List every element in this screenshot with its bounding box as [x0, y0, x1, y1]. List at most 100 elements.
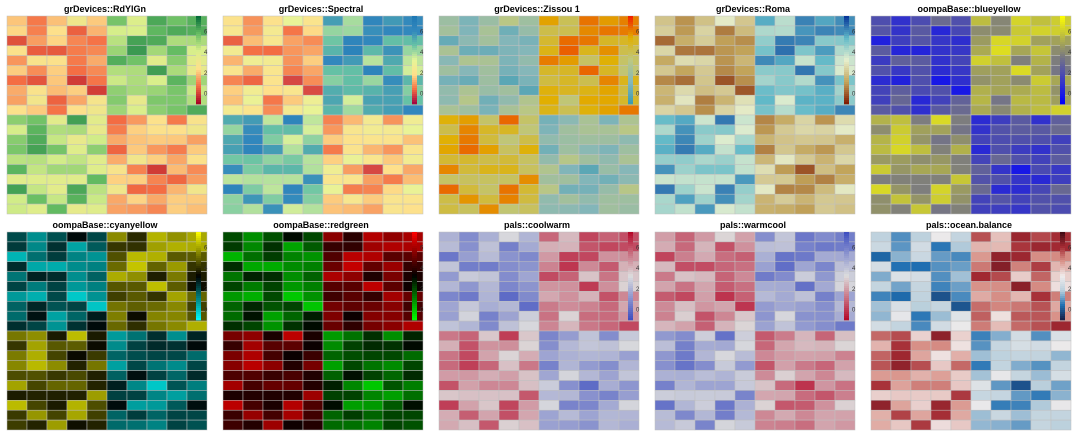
heatmap-cell [538, 320, 560, 332]
heatmap-cell [754, 231, 776, 243]
heatmap-cell [870, 400, 892, 411]
heatmap-cell [86, 360, 108, 371]
heatmap-cell [870, 301, 892, 312]
heatmap-cell [870, 35, 892, 46]
heatmap-cell [458, 184, 480, 195]
legend-gradient-segment [412, 30, 417, 33]
legend-gradient-segment [628, 254, 633, 257]
heatmap-cell [518, 15, 540, 27]
legend-gradient-segment [1060, 302, 1065, 305]
heatmap-cell [242, 271, 264, 282]
heatmap-cell [242, 184, 264, 195]
heatmap-cell [302, 400, 324, 411]
heatmap-cell [146, 360, 168, 371]
heatmap-cell [774, 134, 796, 145]
heatmap-cell [674, 360, 696, 371]
legend-gradient-segment [1060, 242, 1065, 245]
heatmap-cell [714, 241, 736, 253]
heatmap-cell [498, 55, 520, 66]
heatmap-cell [734, 241, 756, 253]
heatmap-cell [6, 193, 28, 205]
heatmap-cell [910, 330, 932, 342]
heatmap-cell [910, 301, 932, 312]
heatmap-cell [950, 231, 972, 243]
heatmap-cell [302, 75, 324, 86]
legend-gradient-segment [628, 280, 633, 283]
heatmap-cell [578, 65, 600, 76]
heatmap-cell [970, 184, 992, 195]
heatmap-cell [598, 330, 620, 342]
heatmap-cell [970, 75, 992, 86]
heatmap-cell [890, 75, 912, 86]
heatmap-cell [166, 114, 188, 126]
heatmap-cell [146, 271, 168, 282]
heatmap-cell [106, 104, 128, 116]
heatmap-cell [930, 104, 952, 116]
heatmap-cell [438, 390, 460, 401]
heatmap-cell [282, 241, 304, 253]
heatmap-cell [86, 350, 108, 361]
heatmap-cell [654, 340, 676, 352]
legend-gradient-segment [412, 74, 417, 77]
heatmap-cell [126, 104, 148, 116]
heatmap-cell [86, 241, 108, 253]
heatmap-cell [6, 261, 28, 272]
heatmap-cell [930, 241, 952, 253]
heatmap-cell [714, 310, 736, 322]
legend-gradient-segment [628, 304, 633, 307]
heatmap-cell [694, 35, 716, 46]
heatmap-cell [890, 330, 912, 342]
heatmap-cell [106, 65, 128, 76]
heatmap-cell [242, 301, 264, 312]
legend-gradient-segment [628, 258, 633, 261]
heatmap-cell [930, 174, 952, 185]
heatmap-cell [498, 184, 520, 195]
heatmap-cell [186, 330, 208, 342]
heatmap-cell [794, 144, 816, 155]
legend-gradient-segment [1060, 32, 1065, 35]
legend-gradient-segment [628, 278, 633, 281]
heatmap-cell [990, 193, 1012, 205]
heatmap-cell [774, 291, 796, 302]
heatmap-cell [890, 241, 912, 253]
heatmap-cell [146, 409, 168, 421]
legend-gradient-segment [1060, 80, 1065, 83]
heatmap-panel: oompaBase::cyanyellow 6 4 2 0 [0, 216, 216, 432]
heatmap-cell [538, 291, 560, 302]
heatmap-cell [950, 251, 972, 262]
heatmap-cell [362, 164, 384, 175]
heatmap-cell [438, 241, 460, 253]
heatmap-cell [774, 144, 796, 155]
heatmap-cell [362, 134, 384, 145]
heatmap-cell [26, 241, 48, 253]
heatmap-cell [362, 25, 384, 37]
heatmap-cell [66, 203, 88, 215]
heatmap-cell [890, 291, 912, 302]
legend-gradient-segment [412, 298, 417, 301]
heatmap-cell [86, 124, 108, 136]
heatmap-cell [674, 241, 696, 253]
heatmap-cell [654, 360, 676, 371]
legend-gradient-segment [1060, 236, 1065, 239]
heatmap-cell [870, 241, 892, 253]
heatmap-cell [1050, 114, 1072, 126]
heatmap-cell [166, 15, 188, 27]
heatmap-cell [834, 134, 856, 145]
heatmap-cell [714, 35, 736, 46]
heatmap-cell [890, 154, 912, 165]
heatmap-cell [714, 340, 736, 352]
legend-gradient-segment [196, 238, 201, 241]
heatmap-cell [262, 419, 284, 431]
heatmap-cell [598, 281, 620, 292]
legend-gradient-segment [196, 50, 201, 53]
heatmap-cell [126, 350, 148, 361]
legend-gradient-segment [628, 42, 633, 45]
heatmap-cell [714, 390, 736, 401]
heatmap-cell [166, 25, 188, 37]
heatmap-cell [1010, 271, 1032, 282]
heatmap-cell [754, 184, 776, 195]
legend-gradient-segment [844, 36, 849, 39]
legend-gradient-segment [412, 72, 417, 75]
heatmap-cell [66, 271, 88, 282]
legend-gradient-segment [1060, 22, 1065, 25]
